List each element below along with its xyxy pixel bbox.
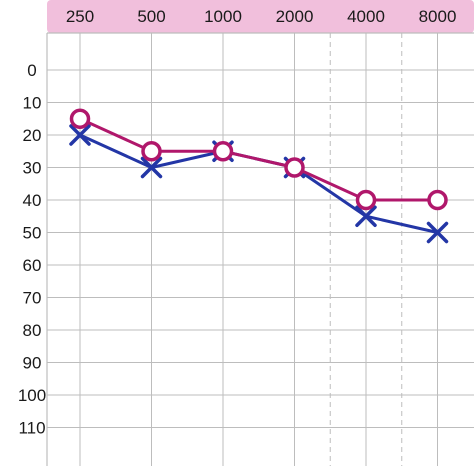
y-tick-label: 0	[27, 61, 36, 80]
data-point-cross	[355, 205, 377, 227]
y-tick-label: 80	[23, 321, 42, 340]
x-tick-label: 250	[66, 7, 94, 26]
cross-stroke	[355, 205, 377, 227]
y-tick-label: 110	[18, 419, 45, 438]
data-point-circle	[69, 108, 91, 129]
data-point-cross	[140, 156, 163, 179]
x-tick-labels: 250 500 1000 2000 4000 8000	[66, 7, 457, 26]
y-tick-label: 100	[18, 386, 46, 405]
y-tick-label: 60	[23, 256, 42, 275]
x-tick-label: 500	[137, 7, 165, 26]
data-point-circle	[141, 141, 162, 162]
x-tick-label: 4000	[347, 7, 385, 26]
series-layer	[69, 108, 449, 244]
series-cross	[69, 124, 449, 244]
x-tick-label: 2000	[276, 7, 314, 26]
cross-stroke	[69, 124, 91, 146]
x-tick-label: 1000	[204, 7, 242, 26]
grid-lines	[46, 32, 474, 466]
y-tick-label: 70	[23, 289, 42, 308]
header-band	[47, 0, 474, 33]
data-point-cross	[426, 221, 449, 244]
cross-stroke	[426, 221, 449, 244]
y-tick-label: 10	[23, 94, 42, 113]
series-circle	[69, 108, 448, 211]
data-point-circle	[284, 157, 305, 178]
series-line	[79, 133, 438, 234]
y-tick-label: 90	[23, 354, 42, 373]
y-tick-label: 30	[23, 159, 42, 178]
y-tick-label: 20	[23, 126, 42, 145]
data-point-cross	[69, 124, 91, 146]
x-tick-label: 8000	[419, 7, 457, 26]
y-tick-label: 50	[23, 224, 42, 243]
cross-stroke	[140, 156, 163, 179]
data-point-circle	[427, 189, 448, 211]
y-tick-labels: 0 10 20 30 40 50 60 70 80 90 100 110	[18, 61, 46, 438]
y-tick-label: 40	[23, 191, 42, 210]
data-point-circle	[355, 189, 377, 211]
series-line	[79, 117, 438, 202]
data-point-circle	[212, 141, 234, 162]
